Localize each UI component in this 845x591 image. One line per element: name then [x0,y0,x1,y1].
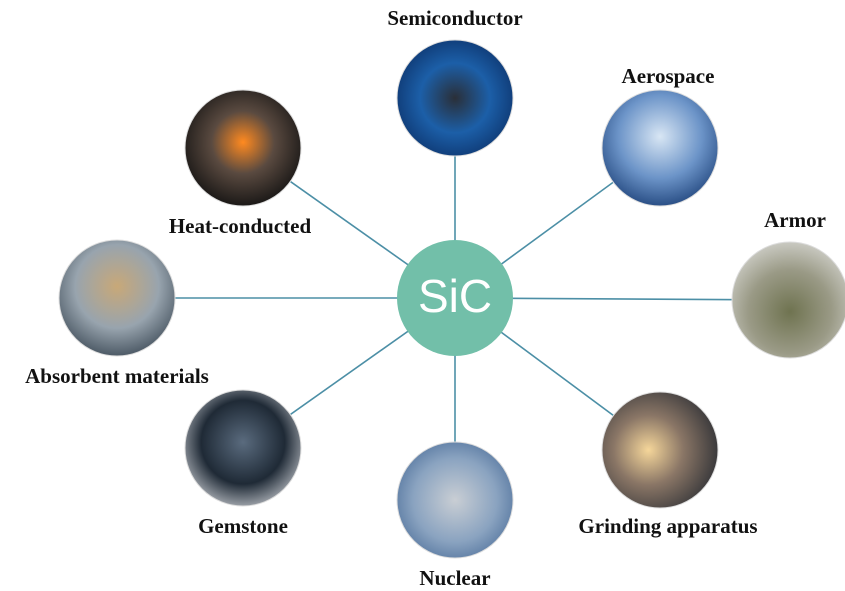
node-label: Semiconductor [387,6,522,30]
node-image [185,390,301,506]
node: Semiconductor [387,6,522,156]
node: Heat-conducted [169,90,312,238]
node-label: Aerospace [622,64,715,88]
node-image [185,90,301,206]
node-image [602,90,718,206]
diagram: Semiconductor Aerospace Armor Grinding appa… [0,0,845,591]
node-label: Armor [764,208,826,232]
node: Armor [732,208,845,358]
node-image [602,392,718,508]
node: Grinding apparatus [578,392,757,538]
node-label: Gemstone [198,514,288,538]
node-image [397,442,513,558]
node-image [59,240,175,356]
node: Absorbent materials [25,240,209,388]
node-image [732,242,845,358]
node: Aerospace [602,64,718,206]
node-image [397,40,513,156]
node: Nuclear [397,442,513,590]
node-label: Heat-conducted [169,214,312,238]
node-label: Nuclear [419,566,490,590]
node: Gemstone [185,390,301,538]
center-label: SiC [418,270,492,322]
node-label: Grinding apparatus [578,514,757,538]
node-label: Absorbent materials [25,364,209,388]
